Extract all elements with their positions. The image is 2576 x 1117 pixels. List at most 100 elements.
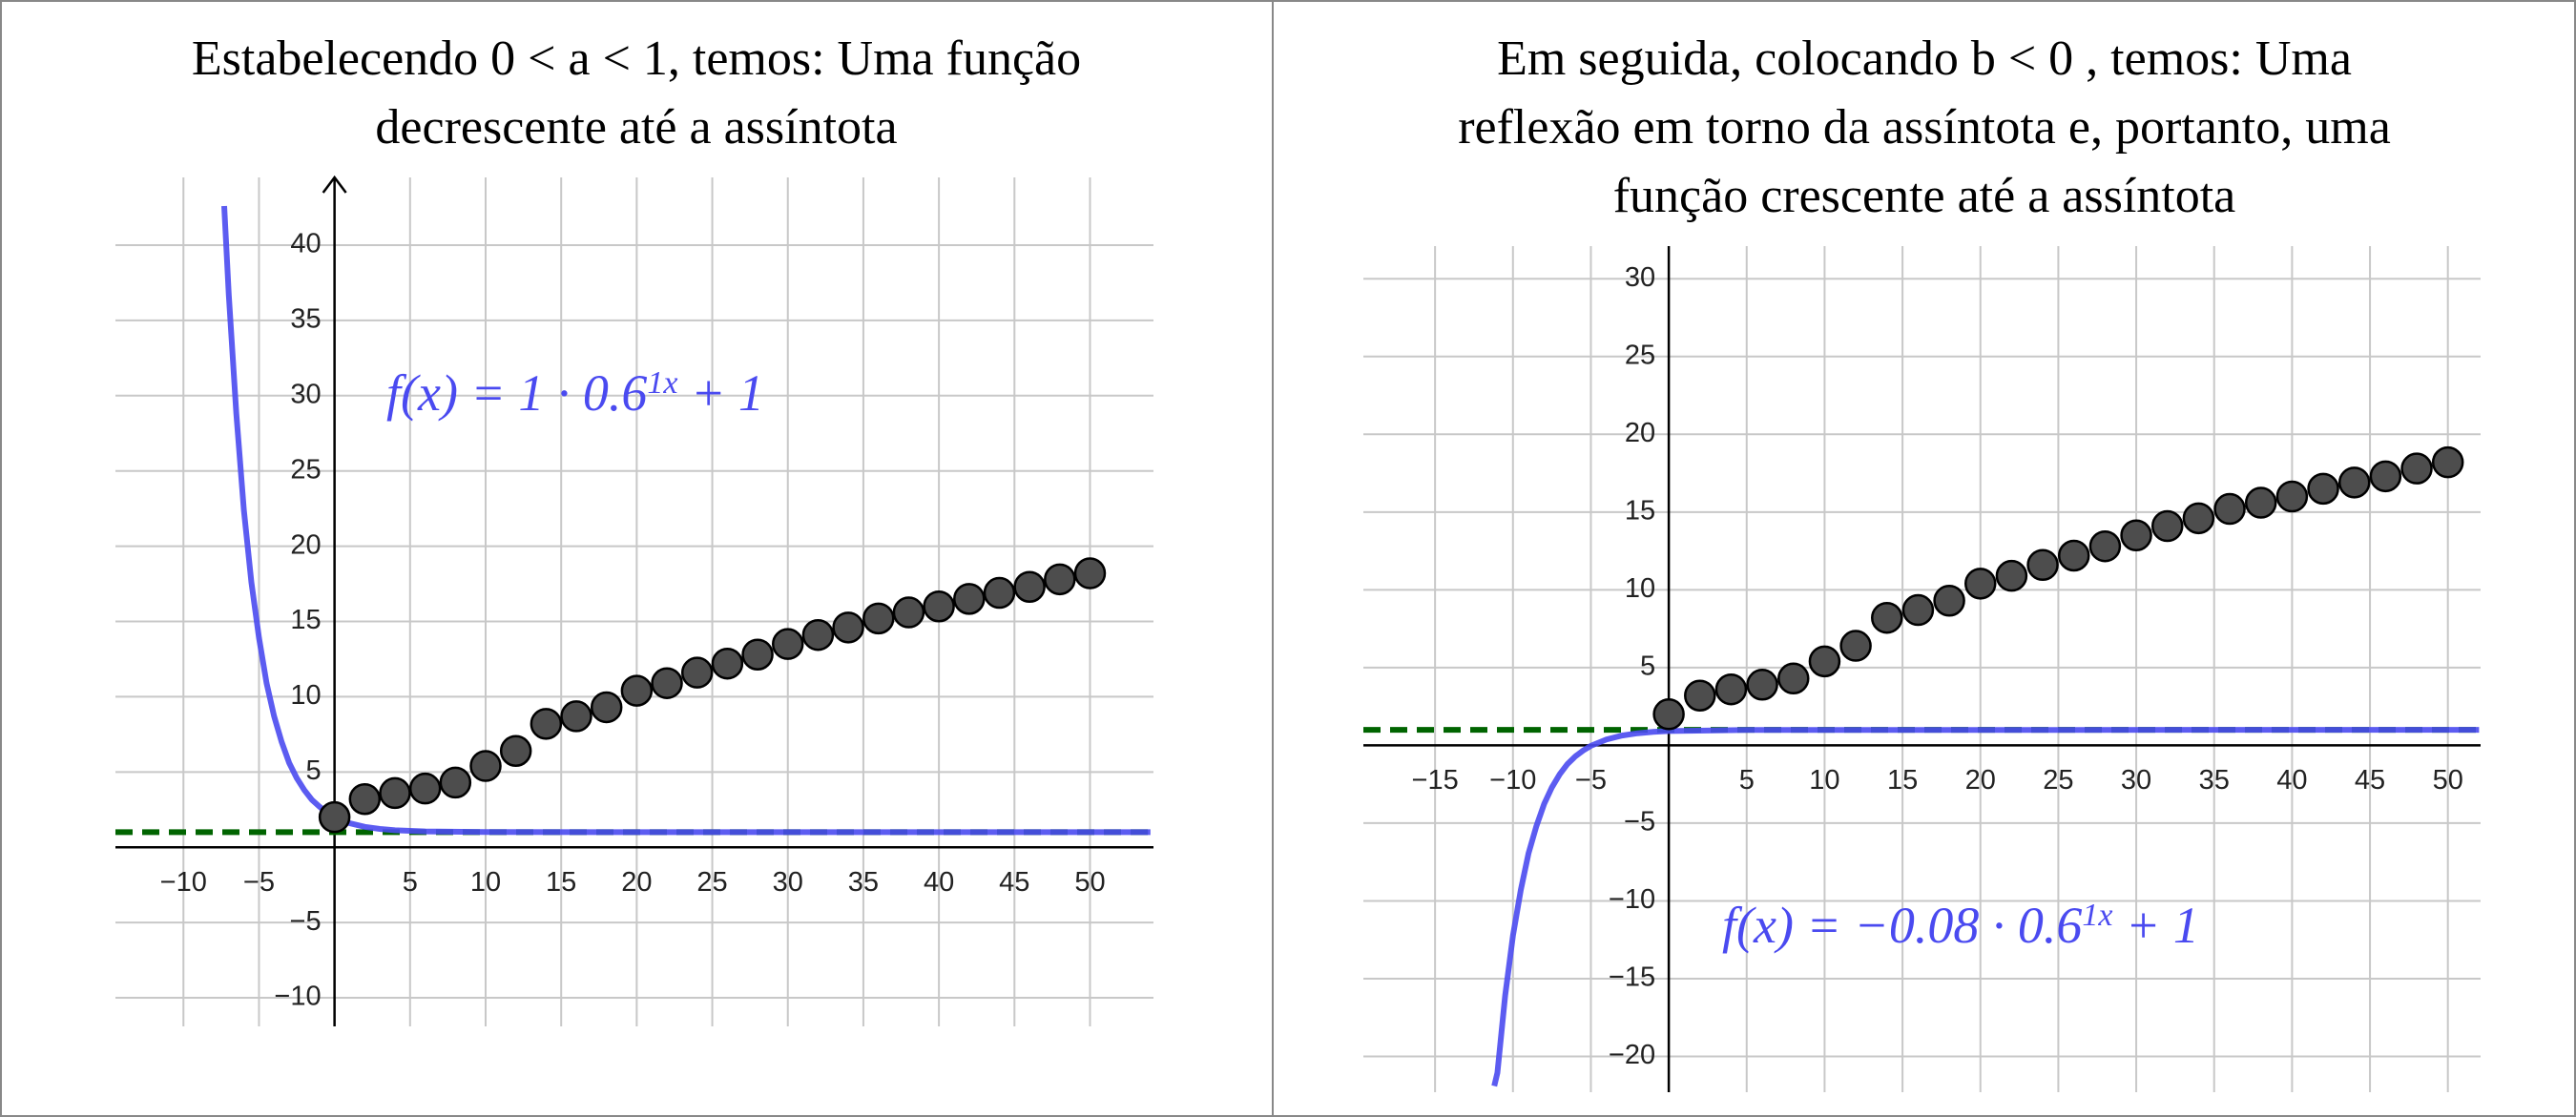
x-tick-label: 50	[1074, 867, 1105, 898]
point	[2213, 492, 2246, 526]
point	[1933, 585, 1965, 617]
x-tick-label: −10	[160, 867, 207, 898]
point	[1777, 662, 1810, 695]
point	[620, 674, 654, 707]
x-tick-label: 25	[2043, 765, 2073, 796]
y-tick-label: −15	[1609, 962, 1655, 993]
y-tick-label: 25	[1625, 340, 1655, 370]
point	[590, 691, 623, 724]
y-tick-label: 15	[290, 605, 321, 635]
x-tick-label: −10	[1489, 765, 1536, 796]
point	[892, 596, 925, 629]
x-tick-label: 25	[696, 867, 727, 898]
chart-title: Estabelecendo 0 < a < 1, temos: Uma funç…	[192, 31, 1081, 86]
y-tick-label: 20	[1625, 418, 1655, 448]
point	[1871, 601, 1903, 634]
chart-title: decrescente até a assíntota	[375, 100, 897, 155]
y-tick-label: 35	[290, 304, 321, 335]
x-tick-label: 35	[2199, 765, 2230, 796]
point	[1073, 557, 1107, 590]
point	[2369, 460, 2402, 493]
formula: f(x) = 1 · 0.61x + 1	[386, 364, 764, 422]
axis-arrow	[322, 175, 347, 194]
y-tick-label: −10	[1609, 884, 1655, 915]
point	[953, 583, 986, 615]
x-tick-label: 50	[2433, 765, 2463, 796]
point	[651, 667, 683, 699]
x-tick-label: −15	[1412, 765, 1459, 796]
point	[439, 766, 472, 799]
point	[1746, 669, 1778, 701]
x-tick-label: 10	[1809, 765, 1839, 796]
point	[771, 628, 804, 660]
point	[2026, 548, 2059, 582]
point	[560, 700, 592, 733]
point	[2307, 472, 2339, 506]
point	[983, 576, 1016, 610]
chart-title: função crescente até a assíntota	[1613, 169, 2236, 223]
point	[1901, 593, 1935, 627]
point	[801, 618, 835, 652]
point	[2400, 452, 2433, 485]
point	[1995, 559, 2028, 592]
formula-exponent: 1x	[2082, 898, 2112, 933]
y-tick-label: 20	[290, 529, 321, 560]
point	[530, 708, 563, 740]
function-curve	[221, 205, 1151, 836]
formula-rest: + 1	[677, 364, 763, 422]
y-tick-label: 15	[1625, 495, 1655, 526]
y-tick-label: −10	[274, 982, 321, 1012]
plot: −15 −10 −5 5 10 15 20 25 30 35 40 45 50 −20 −15 −10 −5 5 1…	[1363, 246, 2481, 1092]
point	[2431, 445, 2464, 479]
y-tick-label: 5	[1640, 652, 1655, 682]
x-tick-label: −5	[243, 867, 275, 898]
x-tick-label: 20	[621, 867, 652, 898]
point	[499, 734, 532, 767]
point	[862, 602, 895, 635]
x-tick-label: 10	[470, 867, 501, 898]
point	[2244, 486, 2277, 519]
point	[741, 638, 774, 671]
point	[1684, 679, 1716, 712]
point	[1714, 672, 1748, 706]
point	[2088, 529, 2122, 563]
y-tick-label: 5	[305, 755, 321, 786]
x-tick-label: 5	[1739, 765, 1755, 796]
y-tick-label: 30	[1625, 262, 1655, 293]
point	[711, 647, 744, 680]
point	[1808, 645, 1841, 678]
x-tick-label: 20	[1965, 765, 1996, 796]
x-tick-label: 30	[2121, 765, 2151, 796]
y-tick-label: 10	[1625, 573, 1655, 604]
x-tick-label: 45	[999, 867, 1029, 898]
x-tick-label: 40	[2276, 765, 2307, 796]
point	[1044, 563, 1076, 596]
x-tick-label: 40	[924, 867, 954, 898]
point	[408, 772, 442, 805]
formula-exponent: 1x	[647, 365, 677, 401]
chart-title: reflexão em torno da assíntota e, portan…	[1458, 100, 2391, 155]
x-tick-label: 45	[2355, 765, 2385, 796]
y-tick-label: −5	[1624, 807, 1655, 838]
point	[832, 611, 864, 644]
chart-title: Em seguida, colocando b < 0 , temos: Uma	[1497, 31, 2352, 86]
formula-rest: + 1	[2112, 897, 2198, 954]
x-tick-label: 35	[848, 867, 879, 898]
point	[923, 590, 955, 623]
y-tick-label: −20	[1609, 1040, 1655, 1070]
point	[2120, 519, 2152, 552]
x-tick-label: 5	[403, 867, 418, 898]
point	[1839, 630, 1872, 662]
point	[2337, 466, 2371, 499]
point	[348, 782, 382, 816]
point	[469, 750, 502, 782]
point	[2182, 502, 2215, 535]
formula-base: f(x) = 1 · 0.6	[386, 364, 647, 422]
y-tick-label: −5	[290, 906, 322, 937]
point	[1963, 568, 1997, 600]
point	[1652, 698, 1685, 731]
formula: f(x) = −0.08 · 0.61x + 1	[1722, 897, 2199, 954]
point	[680, 656, 714, 689]
